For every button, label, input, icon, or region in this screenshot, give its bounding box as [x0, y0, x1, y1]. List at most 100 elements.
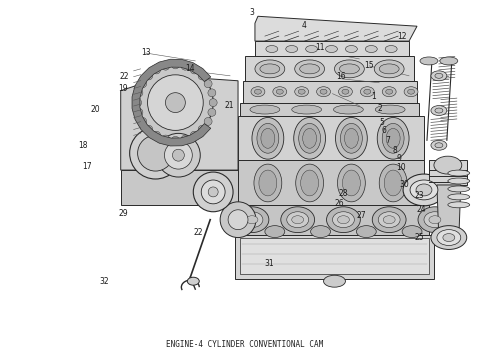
- Text: 15: 15: [365, 62, 374, 71]
- Ellipse shape: [276, 89, 283, 94]
- Ellipse shape: [301, 170, 318, 196]
- Ellipse shape: [342, 89, 349, 94]
- Ellipse shape: [294, 60, 324, 78]
- Circle shape: [198, 72, 206, 80]
- Ellipse shape: [402, 226, 422, 238]
- Ellipse shape: [443, 234, 455, 242]
- Ellipse shape: [340, 64, 359, 74]
- Text: 17: 17: [82, 162, 92, 171]
- Ellipse shape: [250, 105, 280, 114]
- Text: 12: 12: [397, 32, 407, 41]
- Circle shape: [172, 149, 184, 161]
- Ellipse shape: [320, 89, 327, 94]
- Text: 22: 22: [194, 228, 203, 237]
- Polygon shape: [132, 59, 211, 146]
- Text: 20: 20: [90, 105, 99, 114]
- Polygon shape: [238, 116, 424, 160]
- Ellipse shape: [364, 89, 371, 94]
- Text: 13: 13: [141, 49, 150, 58]
- Ellipse shape: [382, 123, 404, 153]
- Circle shape: [181, 135, 189, 143]
- Circle shape: [152, 66, 161, 74]
- Polygon shape: [240, 103, 419, 116]
- Text: 7: 7: [386, 136, 391, 145]
- Text: 18: 18: [78, 141, 88, 150]
- Ellipse shape: [294, 117, 325, 159]
- Ellipse shape: [334, 105, 363, 114]
- Ellipse shape: [435, 143, 443, 148]
- Text: 2: 2: [378, 104, 383, 113]
- Polygon shape: [235, 235, 434, 279]
- Text: 16: 16: [337, 72, 346, 81]
- Ellipse shape: [335, 60, 365, 78]
- Text: 25: 25: [414, 233, 424, 242]
- Circle shape: [138, 135, 173, 171]
- Ellipse shape: [325, 46, 338, 53]
- Ellipse shape: [265, 226, 285, 238]
- Circle shape: [209, 99, 217, 107]
- Ellipse shape: [187, 277, 199, 285]
- Ellipse shape: [254, 164, 282, 202]
- Ellipse shape: [273, 87, 287, 96]
- Ellipse shape: [448, 170, 470, 176]
- Circle shape: [130, 127, 181, 179]
- Text: 30: 30: [399, 180, 409, 189]
- Polygon shape: [429, 160, 467, 185]
- Text: 11: 11: [315, 42, 324, 51]
- Ellipse shape: [323, 275, 345, 287]
- Ellipse shape: [360, 87, 374, 96]
- Ellipse shape: [372, 207, 406, 233]
- Ellipse shape: [374, 60, 404, 78]
- Text: 27: 27: [357, 211, 366, 220]
- Ellipse shape: [379, 64, 399, 74]
- Ellipse shape: [435, 108, 443, 113]
- Ellipse shape: [303, 129, 317, 148]
- Ellipse shape: [246, 216, 258, 224]
- Text: 9: 9: [397, 154, 402, 163]
- Text: 6: 6: [382, 126, 387, 135]
- Circle shape: [166, 93, 185, 113]
- Ellipse shape: [378, 212, 400, 228]
- Ellipse shape: [266, 46, 278, 53]
- Polygon shape: [121, 170, 238, 205]
- Ellipse shape: [386, 129, 400, 148]
- Text: 4: 4: [301, 21, 306, 30]
- Ellipse shape: [424, 212, 446, 228]
- Ellipse shape: [341, 123, 362, 153]
- Ellipse shape: [251, 87, 265, 96]
- Ellipse shape: [377, 117, 409, 159]
- Ellipse shape: [435, 73, 443, 78]
- Circle shape: [152, 131, 161, 139]
- Circle shape: [204, 80, 212, 88]
- Text: 22: 22: [120, 72, 129, 81]
- Ellipse shape: [257, 123, 279, 153]
- Polygon shape: [238, 160, 424, 205]
- Ellipse shape: [336, 117, 368, 159]
- Text: 23: 23: [414, 192, 424, 201]
- Ellipse shape: [448, 186, 470, 192]
- Circle shape: [172, 136, 179, 144]
- Circle shape: [147, 75, 203, 130]
- Circle shape: [172, 61, 179, 69]
- Circle shape: [156, 133, 200, 177]
- Ellipse shape: [437, 230, 461, 246]
- Circle shape: [190, 66, 198, 74]
- Ellipse shape: [366, 46, 377, 53]
- Ellipse shape: [403, 174, 445, 206]
- Ellipse shape: [379, 164, 407, 202]
- Circle shape: [201, 180, 225, 204]
- Ellipse shape: [286, 46, 298, 53]
- Ellipse shape: [306, 46, 318, 53]
- Ellipse shape: [434, 156, 462, 174]
- Circle shape: [145, 72, 153, 80]
- Ellipse shape: [385, 46, 397, 53]
- Ellipse shape: [235, 207, 269, 233]
- Ellipse shape: [255, 60, 285, 78]
- Ellipse shape: [356, 226, 376, 238]
- Ellipse shape: [292, 105, 321, 114]
- Circle shape: [135, 89, 143, 97]
- Ellipse shape: [418, 207, 452, 233]
- Ellipse shape: [420, 57, 438, 65]
- Ellipse shape: [431, 140, 447, 150]
- Circle shape: [139, 117, 147, 125]
